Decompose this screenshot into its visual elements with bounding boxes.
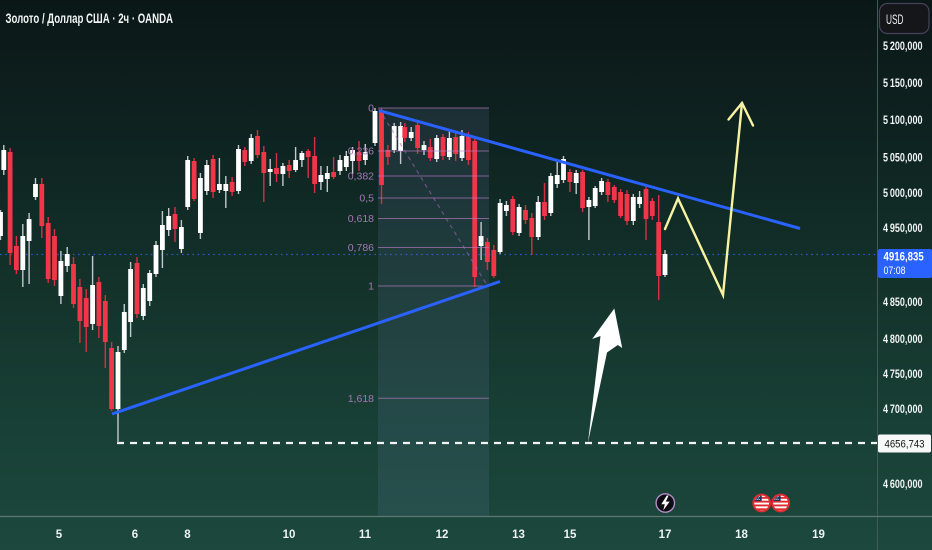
svg-text:4656,743: 4656,743 <box>885 438 925 450</box>
svg-text:4916,835: 4916,835 <box>884 252 925 264</box>
svg-text:5: 5 <box>56 529 63 541</box>
svg-text:12: 12 <box>436 529 449 541</box>
svg-text:5 200,000: 5 200,000 <box>883 41 923 53</box>
svg-text:19: 19 <box>812 529 825 541</box>
svg-text:5 050,000: 5 050,000 <box>883 153 923 165</box>
svg-text:Золото / Доллар США · 2ч · OAN: Золото / Доллар США · 2ч · OANDA <box>6 11 174 26</box>
svg-text:USD: USD <box>886 12 904 27</box>
svg-text:5 150,000: 5 150,000 <box>883 78 923 90</box>
svg-text:15: 15 <box>564 529 577 541</box>
svg-text:11: 11 <box>359 529 372 541</box>
svg-text:4 700,000: 4 700,000 <box>883 404 923 416</box>
svg-text:1,618: 1,618 <box>348 393 374 405</box>
svg-text:17: 17 <box>659 529 672 541</box>
svg-text:13: 13 <box>512 529 525 541</box>
svg-text:10: 10 <box>283 529 296 541</box>
svg-text:0,618: 0,618 <box>348 213 374 225</box>
svg-text:07:08: 07:08 <box>884 265 906 277</box>
svg-text:0,786: 0,786 <box>348 242 374 254</box>
svg-text:4 850,000: 4 850,000 <box>883 297 923 309</box>
svg-text:4 600,000: 4 600,000 <box>883 479 923 491</box>
svg-text:5 100,000: 5 100,000 <box>883 115 923 127</box>
svg-text:0,5: 0,5 <box>359 193 374 205</box>
svg-text:1: 1 <box>368 281 374 293</box>
svg-text:4 750,000: 4 750,000 <box>883 369 923 381</box>
svg-text:0,236: 0,236 <box>348 146 374 158</box>
svg-text:0: 0 <box>368 103 374 115</box>
svg-text:4 950,000: 4 950,000 <box>883 223 923 235</box>
svg-text:4 800,000: 4 800,000 <box>883 334 923 346</box>
svg-text:8: 8 <box>184 529 191 541</box>
svg-text:6: 6 <box>132 529 138 541</box>
svg-text:5 000,000: 5 000,000 <box>883 188 923 200</box>
svg-text:0,382: 0,382 <box>348 171 374 183</box>
svg-text:18: 18 <box>735 529 748 541</box>
